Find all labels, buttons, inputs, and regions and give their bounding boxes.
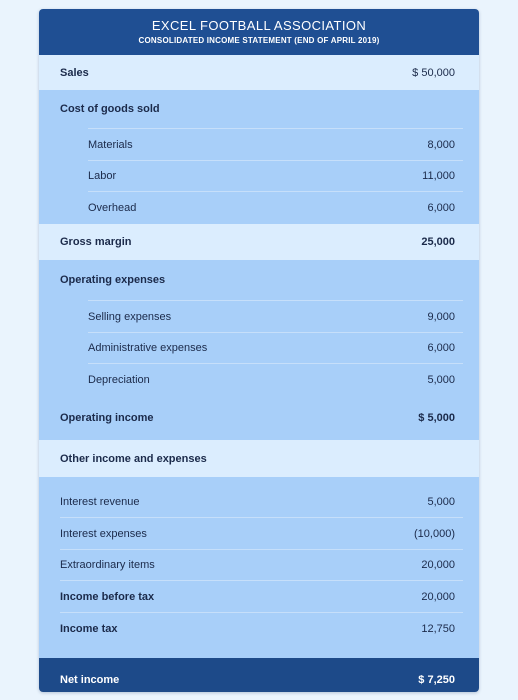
other-item-value: 12,750 (421, 622, 455, 635)
opex-item-label: Administrative expenses (88, 342, 208, 354)
income-statement-card: EXCEL FOOTBALL ASSOCIATION CONSOLIDATED … (39, 9, 479, 692)
other-item-label: Interest expenses (60, 527, 147, 540)
other-item-value: 20,000 (421, 559, 455, 571)
opex-section: Operating expenses Selling expenses 9,00… (39, 260, 479, 440)
operating-income-label: Operating income (60, 411, 154, 424)
opex-item-label: Selling expenses (88, 310, 172, 323)
other-item-label: Interest revenue (60, 495, 140, 508)
operating-income-value: $ 5,000 (418, 411, 455, 424)
other-item-label: Income before tax (60, 590, 155, 603)
gross-margin-label: Gross margin (60, 236, 132, 248)
opex-heading: Operating expenses (39, 260, 479, 300)
cogs-item-value: 6,000 (427, 202, 455, 214)
statement-header: EXCEL FOOTBALL ASSOCIATION CONSOLIDATED … (39, 9, 479, 55)
operating-income-row: Operating income $ 5,000 (39, 395, 479, 440)
table-row: Interest revenue 5,000 (39, 486, 479, 517)
other-item-label: Extraordinary items (60, 559, 155, 571)
income-tax-row: Income tax 12,750 (60, 612, 463, 644)
cogs-item-value: 11,000 (422, 170, 455, 182)
net-income-section: Net income $ 7,250 (39, 658, 479, 692)
other-label: Other income and expenses (60, 452, 207, 465)
opex-item-value: 9,000 (427, 310, 455, 323)
sales-value: $ 50,000 (412, 66, 455, 79)
table-row: Extraordinary items 20,000 (60, 549, 463, 580)
opex-item-label: Depreciation (88, 373, 150, 386)
sales-label: Sales (60, 66, 89, 79)
net-income-label: Net income (60, 674, 120, 686)
opex-label: Operating expenses (60, 274, 166, 286)
table-row: Labor 11,000 (88, 160, 463, 191)
other-heading-section: Other income and expenses (39, 440, 479, 477)
other-section: Interest revenue 5,000 Interest expenses… (39, 477, 479, 658)
cogs-heading: Cost of goods sold (39, 90, 479, 128)
cogs-section: Cost of goods sold Materials 8,000 Labor… (39, 90, 479, 224)
statement-subtitle: CONSOLIDATED INCOME STATEMENT (END OF AP… (138, 36, 380, 45)
gross-margin-row: Gross margin 25,000 (39, 224, 479, 260)
cogs-item-value: 8,000 (427, 138, 455, 151)
opex-item-value: 6,000 (427, 342, 455, 354)
other-item-value: (10,000) (414, 527, 455, 540)
other-item-value: 20,000 (421, 590, 455, 603)
table-row: Administrative expenses 6,000 (88, 332, 463, 363)
net-income-row: Net income $ 7,250 (39, 658, 479, 692)
sales-row: Sales $ 50,000 (39, 55, 479, 90)
table-row: Interest expenses (10,000) (60, 517, 463, 549)
other-heading: Other income and expenses (39, 440, 479, 477)
cogs-item-label: Overhead (88, 202, 137, 214)
cogs-item-label: Materials (88, 138, 133, 151)
net-income-value: $ 7,250 (418, 674, 455, 686)
table-row: Materials 8,000 (88, 128, 463, 160)
income-before-tax-row: Income before tax 20,000 (60, 580, 463, 612)
opex-item-value: 5,000 (427, 373, 455, 386)
sales-section: Sales $ 50,000 (39, 55, 479, 90)
cogs-label: Cost of goods sold (60, 103, 160, 115)
table-row: Selling expenses 9,000 (88, 300, 463, 332)
cogs-item-label: Labor (88, 170, 117, 182)
table-row: Depreciation 5,000 (88, 363, 463, 395)
statement-title: EXCEL FOOTBALL ASSOCIATION (151, 18, 367, 33)
other-item-value: 5,000 (427, 495, 455, 508)
other-item-label: Income tax (60, 622, 118, 635)
table-row: Overhead 6,000 (88, 191, 463, 224)
gross-margin-section: Gross margin 25,000 (39, 224, 479, 260)
gross-margin-value: 25,000 (421, 236, 455, 248)
